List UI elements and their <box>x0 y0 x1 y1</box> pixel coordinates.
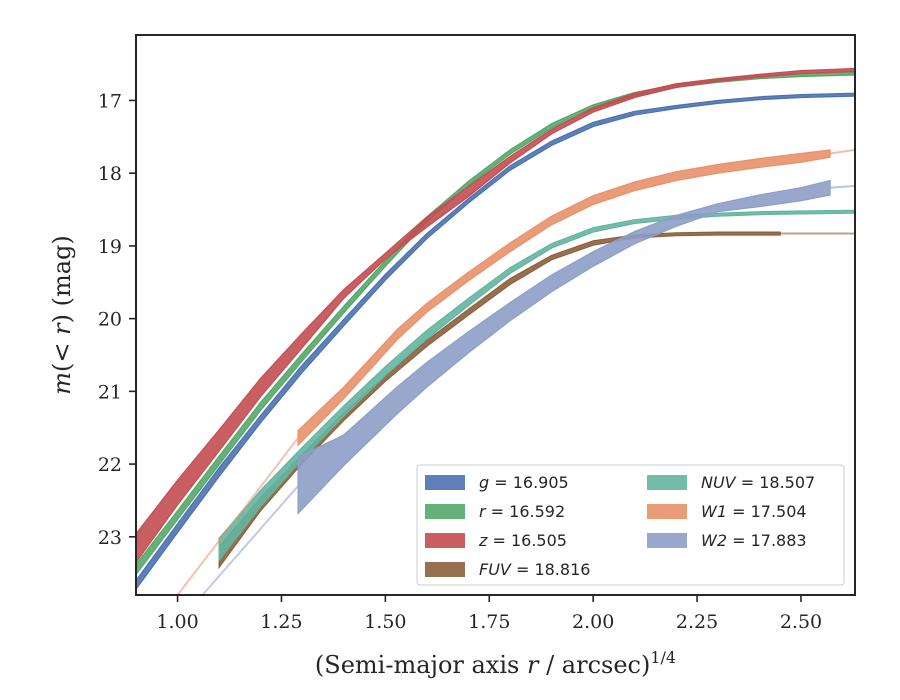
y-tick-label: 22 <box>98 454 122 476</box>
series-layer <box>136 67 855 595</box>
x-tick-label: 1.50 <box>364 611 406 633</box>
series-r <box>136 71 855 576</box>
series-g-band <box>136 92 855 591</box>
legend-label-nuv: NUV = 18.507 <box>701 473 815 492</box>
legend-swatch-z <box>425 533 465 548</box>
y-tick-label: 18 <box>98 163 122 185</box>
x-tick-label: 1.00 <box>156 611 198 633</box>
series-w1-inner-extrapolation <box>176 437 299 595</box>
series-fuv-band <box>218 231 781 570</box>
y-axis-label: m(< r) (mag) <box>48 235 76 395</box>
x-tick-label: 1.75 <box>468 611 510 633</box>
axes-frame <box>135 34 856 596</box>
legend: g = 16.905 r = 16.592 z = 16.505 FUV = 18.8… <box>416 464 845 586</box>
legend-frame <box>416 464 845 586</box>
x-tick-label: 2.25 <box>676 611 718 633</box>
series-w1-outer-extrapolation <box>829 148 855 155</box>
series-w1 <box>176 148 855 595</box>
legend-label-g: g = 16.905 <box>479 473 569 492</box>
series-g <box>136 92 855 591</box>
x-tick-label: 2.00 <box>572 611 614 633</box>
legend-swatch-w2 <box>647 533 687 548</box>
series-z <box>136 67 855 564</box>
x-axis-label: (Semi-major axis r / arcsec)1/4 <box>315 648 676 679</box>
legend-swatch-fuv <box>425 562 465 577</box>
legend-swatch-nuv <box>647 475 687 490</box>
x-tick-label: 2.50 <box>780 611 822 633</box>
legend-label-fuv: FUV = 18.816 <box>479 560 590 579</box>
y-tick-label: 20 <box>98 309 122 331</box>
y-tick-label: 23 <box>98 527 122 549</box>
legend-label-w2: W2 = 17.883 <box>701 531 807 550</box>
series-nuv-band <box>218 209 855 562</box>
series-r-band <box>136 71 855 576</box>
y-tick-label: 19 <box>98 236 122 258</box>
series-w2-inner-extrapolation <box>201 485 299 595</box>
legend-label-r: r = 16.592 <box>479 502 565 521</box>
legend-swatch-g <box>425 475 465 490</box>
legend-swatch-r <box>425 504 465 519</box>
y-tick-label: 21 <box>98 381 122 403</box>
legend-label-w1: W1 = 17.504 <box>701 502 807 521</box>
ticks-layer: 1.00 1.25 1.50 1.75 2.00 2.25 2.50 17 18 19 20 21 22… <box>98 90 822 633</box>
series-z-band <box>136 67 855 564</box>
y-tick-label: 17 <box>98 90 122 112</box>
series-w2-outer-extrapolation <box>829 184 855 189</box>
series-w1-band <box>297 149 831 447</box>
series-fuv <box>218 231 855 570</box>
series-w2 <box>201 179 855 595</box>
series-w2-band <box>297 179 831 516</box>
legend-swatch-w1 <box>647 504 687 519</box>
legend-label-z: z = 16.505 <box>478 531 567 550</box>
series-nuv <box>218 209 855 562</box>
x-tick-label: 1.25 <box>260 611 302 633</box>
